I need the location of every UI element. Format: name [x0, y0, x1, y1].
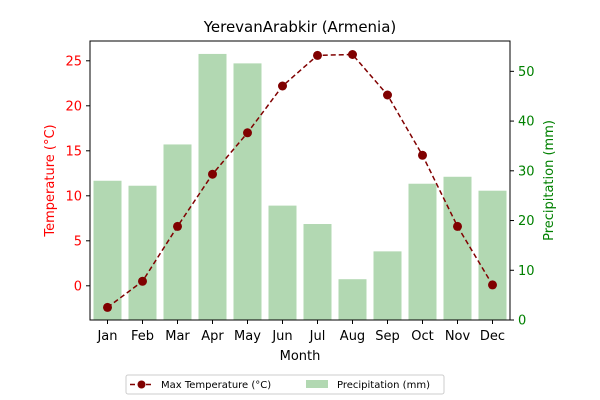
precipitation-bar: [303, 224, 332, 320]
temperature-point: [138, 276, 147, 286]
x-tick-label: Dec: [480, 329, 505, 344]
right-tick-label: 30: [518, 164, 535, 179]
temperature-point: [453, 221, 462, 231]
precipitation-bar: [198, 53, 227, 320]
right-tick-label: 40: [518, 115, 535, 130]
x-tick-label: Aug: [340, 329, 365, 344]
x-tick-label: Nov: [445, 329, 471, 344]
x-axis-title: Month: [280, 349, 321, 364]
temperature-point: [173, 221, 182, 231]
temperature-point: [418, 150, 427, 160]
right-axis: 0 10 20 30 40 50: [510, 65, 535, 329]
right-tick-label: 20: [518, 214, 535, 229]
precipitation-bar: [163, 144, 192, 320]
legend-label-temperature: Max Temperature (°C): [161, 380, 271, 391]
x-tick-label: Jan: [96, 329, 117, 344]
x-tick-label: Apr: [201, 329, 224, 344]
left-axis-title: Temperature (°C): [43, 124, 58, 237]
precipitation-bar: [268, 205, 297, 320]
temperature-point: [208, 169, 217, 179]
precipitation-bars: [93, 53, 507, 321]
right-tick-label: 10: [518, 264, 535, 279]
temperature-point: [243, 128, 252, 138]
legend-marker-swatch: [137, 380, 146, 389]
x-tick-label: Jul: [309, 329, 326, 344]
right-tick-label: 0: [518, 314, 526, 329]
precipitation-bar: [478, 190, 507, 320]
precipitation-bar: [233, 63, 262, 321]
x-axis: Jan Feb Mar Apr May Jun Jul Aug Sep Oct Nov Dec: [96, 320, 505, 344]
plot-frame: [89, 40, 511, 321]
left-tick-label: 5: [74, 234, 82, 249]
temperature-point: [313, 50, 322, 60]
left-tick-label: 10: [65, 189, 82, 204]
left-tick-label: 25: [65, 54, 82, 69]
x-tick-label: Sep: [375, 329, 400, 344]
right-tick-label: 50: [518, 65, 535, 80]
left-tick-label: 20: [65, 99, 82, 114]
legend: Max Temperature (°C) Precipitation (mm): [125, 374, 445, 395]
precipitation-bar: [93, 180, 122, 320]
left-axis: 0 5 10 15 20 25: [65, 54, 90, 294]
precipitation-bar: [338, 279, 367, 320]
precipitation-bar: [408, 183, 437, 320]
left-tick-label: 15: [65, 144, 82, 159]
temperature-line-path: [107, 53, 494, 309]
x-tick-label: Mar: [165, 329, 190, 344]
precipitation-bar: [373, 251, 402, 320]
temperature-point: [103, 302, 112, 312]
x-tick-label: Oct: [411, 329, 433, 344]
legend-label-precipitation: Precipitation (mm): [337, 380, 430, 391]
precipitation-bar: [128, 185, 157, 320]
x-tick-label: May: [234, 329, 261, 344]
x-tick-label: Feb: [131, 329, 154, 344]
temperature-line: [103, 50, 497, 312]
legend-bar-swatch: [306, 380, 328, 388]
chart-title: YerevanArabkir (Armenia): [203, 18, 397, 36]
left-tick-label: 0: [74, 279, 82, 294]
right-axis-title: Precipitation (mm): [542, 120, 557, 241]
temperature-point: [383, 90, 392, 100]
legend-frame: [125, 374, 445, 395]
precipitation-bar: [443, 176, 472, 320]
x-tick-label: Jun: [271, 329, 292, 344]
temperature-point: [488, 280, 497, 290]
temperature-point: [278, 81, 287, 91]
temperature-point: [348, 50, 357, 59]
